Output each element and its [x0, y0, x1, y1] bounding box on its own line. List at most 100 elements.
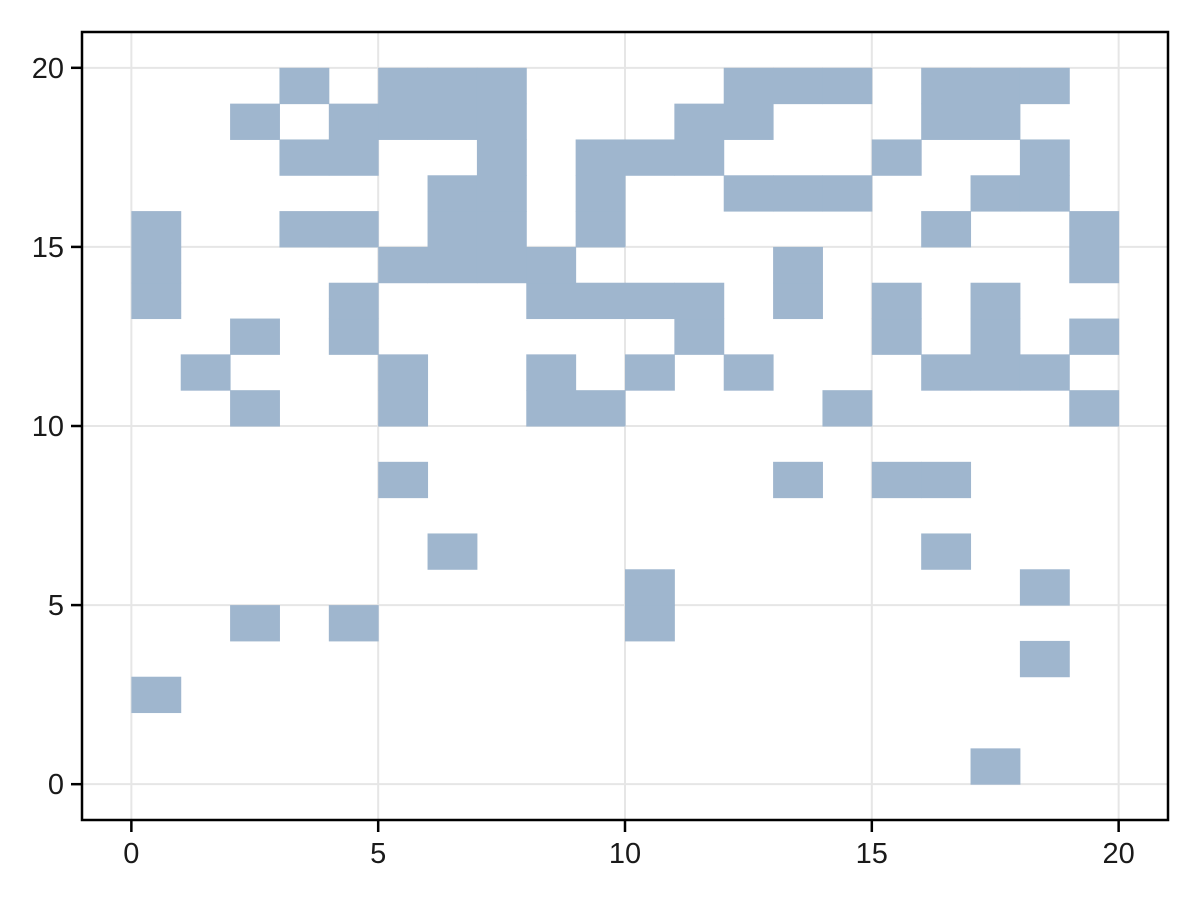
heatmap-cell: [526, 282, 577, 320]
heatmap-cell: [674, 139, 725, 176]
heatmap-cell: [279, 67, 330, 105]
heatmap-cell: [230, 390, 280, 427]
heatmap-cell: [723, 67, 774, 105]
heatmap-cell: [921, 354, 972, 391]
heatmap-cell: [723, 175, 774, 212]
heatmap-cell: [279, 211, 330, 248]
heatmap-cell: [871, 461, 922, 499]
heatmap-cell: [1069, 390, 1120, 427]
heatmap-cell: [1019, 569, 1070, 606]
y-tick-label: 20: [32, 53, 64, 85]
heatmap-cell: [921, 211, 972, 248]
heatmap-cell: [378, 246, 429, 284]
heatmap-cell: [476, 103, 527, 140]
heatmap-cell: [871, 282, 922, 320]
plot-frame: [80, 30, 1170, 822]
heatmap-cell: [921, 103, 972, 140]
heatmap-cell: [773, 175, 823, 212]
y-tick-label: 10: [32, 411, 64, 443]
heatmap-cell: [131, 246, 182, 284]
heatmap-cell: [378, 461, 429, 499]
heatmap-cell: [921, 461, 972, 499]
heatmap-cell: [871, 139, 922, 176]
heatmap-cell: [1019, 175, 1070, 212]
heatmap-cell: [328, 103, 379, 140]
x-tick-label: 5: [370, 838, 386, 870]
heatmap-cell: [625, 605, 675, 642]
x-tick-label: 0: [123, 838, 139, 870]
y-tick-label: 5: [48, 590, 64, 622]
heatmap-cell: [970, 748, 1021, 785]
heatmap-cell: [921, 67, 972, 105]
heatmap-cell: [1019, 139, 1070, 176]
heatmap-cell: [921, 533, 972, 570]
heatmap-cell: [427, 246, 478, 284]
heatmap-cell: [328, 605, 379, 642]
heatmap-cell: [230, 103, 280, 140]
heatmap-cell: [427, 533, 478, 570]
x-tick-label: 15: [856, 838, 888, 870]
heatmap-cell: [131, 676, 182, 714]
heatmap-cell: [526, 390, 577, 427]
heatmap-cell: [328, 318, 379, 355]
heatmap-cell: [575, 211, 626, 248]
heatmap-cell: [279, 139, 330, 176]
heatmap-cell: [625, 139, 675, 176]
heatmap-cell: [378, 390, 429, 427]
heatmap-cell: [822, 175, 873, 212]
heatmap-cell: [427, 103, 478, 140]
heatmap-cell: [575, 390, 626, 427]
heatmap-cell: [773, 282, 823, 320]
heatmap-cell: [871, 318, 922, 355]
heatmap-cell: [427, 175, 478, 212]
heatmap-cell: [131, 211, 182, 248]
heatmap-cell: [575, 175, 626, 212]
heatmap-cell: [180, 354, 231, 391]
heatmap-cell: [625, 282, 675, 320]
heatmap-cell: [970, 354, 1021, 391]
heatmap-cell: [476, 246, 527, 284]
heatmap-cell: [970, 282, 1021, 320]
heatmap-cell: [1069, 211, 1120, 248]
x-tick-label: 10: [609, 838, 641, 870]
y-tick-label: 0: [48, 769, 64, 801]
heatmap-cell: [970, 67, 1021, 105]
heatmap-cell: [773, 461, 823, 499]
heatmap-cell: [822, 67, 873, 105]
heatmap-cell: [427, 211, 478, 248]
heatmap-cell: [674, 103, 725, 140]
heatmap-cell: [328, 282, 379, 320]
heatmap-cell: [575, 282, 626, 320]
heatmap-cell: [773, 246, 823, 284]
heatmap-cell: [378, 354, 429, 391]
heatmap-cell: [526, 354, 577, 391]
heatmap-cell: [131, 282, 182, 320]
heatmap-cell: [1069, 318, 1120, 355]
heatmap-cell: [427, 67, 478, 105]
heatmap-cell: [773, 67, 823, 105]
heatmap-cell: [1019, 354, 1070, 391]
heatmap-cell: [476, 139, 527, 176]
heatmap-cell: [328, 211, 379, 248]
heatmap-cell: [230, 318, 280, 355]
heatmap-cell: [476, 175, 527, 212]
x-tick-label: 20: [1103, 838, 1135, 870]
heatmap-cell: [1019, 67, 1070, 105]
heatmap-cell: [625, 354, 675, 391]
heatmap-cell: [625, 569, 675, 606]
heatmap-cell: [378, 103, 429, 140]
heatmap-cell: [575, 139, 626, 176]
heatmap-cell: [723, 354, 774, 391]
y-tick-label: 15: [32, 232, 64, 264]
heatmap-cell: [822, 390, 873, 427]
heatmap-cell: [476, 67, 527, 105]
heatmap-cell: [723, 103, 774, 140]
heatmap-cell: [970, 175, 1021, 212]
heatmap-cell: [230, 605, 280, 642]
heatmap-cell: [328, 139, 379, 176]
heatmap-cell: [378, 67, 429, 105]
heatmap-cell: [476, 211, 527, 248]
heatmap-cell: [674, 318, 725, 355]
